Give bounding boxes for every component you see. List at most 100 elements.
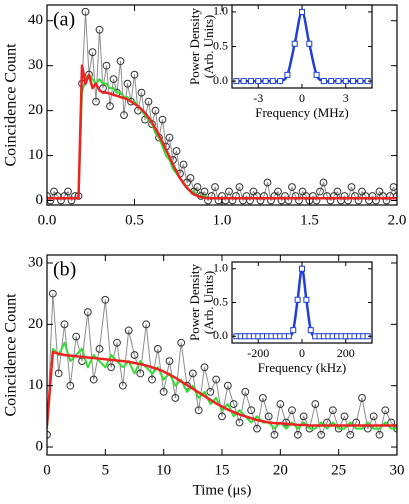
data-point bbox=[306, 40, 313, 47]
data-point bbox=[284, 71, 291, 78]
data-point bbox=[263, 178, 272, 187]
data-point bbox=[151, 106, 160, 115]
data-point bbox=[317, 430, 326, 439]
y-tick-label: 1.0 bbox=[213, 4, 228, 18]
data-point bbox=[311, 400, 320, 408]
data-point bbox=[54, 369, 63, 378]
data-point bbox=[276, 400, 285, 408]
data-point bbox=[165, 133, 174, 142]
data-point bbox=[194, 406, 203, 415]
x-tick-label: 0 bbox=[43, 462, 51, 478]
data-point bbox=[270, 430, 279, 439]
y-tick-label: 0 bbox=[36, 438, 44, 454]
data-point bbox=[188, 369, 197, 378]
y-tick-label: 20 bbox=[28, 102, 43, 118]
data-point bbox=[262, 78, 269, 85]
data-point bbox=[313, 71, 320, 78]
data-point bbox=[123, 79, 132, 88]
x-tick-label: 3 bbox=[343, 91, 349, 105]
data-point bbox=[177, 338, 186, 347]
data-point bbox=[347, 183, 356, 191]
data-point bbox=[342, 78, 349, 85]
data-point bbox=[186, 174, 195, 182]
data-point bbox=[381, 406, 390, 415]
data-point bbox=[60, 320, 69, 329]
x-tick-label: -200 bbox=[247, 346, 269, 360]
data-point bbox=[165, 357, 174, 366]
data-point bbox=[66, 381, 75, 390]
data-point bbox=[101, 295, 110, 304]
inset-background bbox=[232, 262, 372, 343]
data-point bbox=[247, 78, 254, 85]
y-tick-label: 30 bbox=[28, 57, 43, 73]
y-axis-label: Power Density bbox=[187, 264, 202, 341]
data-point bbox=[288, 406, 296, 415]
data-point bbox=[253, 424, 261, 433]
y-tick-label: 0.5 bbox=[213, 294, 228, 308]
data-point bbox=[109, 75, 118, 84]
y-axis-label: (Arb. Units) bbox=[201, 15, 216, 79]
inset-background bbox=[232, 5, 372, 88]
data-point bbox=[120, 111, 128, 120]
data-point bbox=[255, 78, 262, 85]
data-point bbox=[290, 327, 297, 334]
data-point bbox=[299, 8, 305, 15]
x-axis-label: Frequency (kHz) bbox=[258, 360, 346, 375]
data-point bbox=[171, 394, 180, 402]
y-tick-label: 0 bbox=[36, 192, 44, 208]
data-line bbox=[47, 341, 397, 430]
data-point bbox=[64, 187, 72, 196]
data-point bbox=[240, 78, 247, 85]
x-tick-label: 20 bbox=[273, 462, 288, 478]
data-point bbox=[357, 78, 364, 85]
data-point bbox=[291, 40, 298, 47]
data-point bbox=[83, 308, 92, 316]
data-point bbox=[274, 187, 282, 196]
data-point bbox=[299, 412, 308, 421]
x-tick-label: 0.5 bbox=[125, 212, 144, 228]
panel-label: (a) bbox=[53, 9, 75, 31]
data-point bbox=[258, 394, 267, 402]
data-point bbox=[95, 344, 104, 353]
panel-label: (b) bbox=[53, 259, 76, 281]
y-tick-label: 10 bbox=[28, 377, 43, 393]
data-point bbox=[350, 78, 357, 85]
plot-area bbox=[233, 8, 371, 85]
data-point bbox=[102, 61, 111, 70]
data-line bbox=[47, 350, 397, 427]
y-tick-label: 40 bbox=[28, 12, 43, 28]
data-point bbox=[346, 430, 355, 439]
data-point bbox=[144, 97, 153, 106]
y-axis-label: Coincidence Count bbox=[3, 43, 20, 167]
data-point bbox=[319, 178, 328, 187]
x-tick-label: 30 bbox=[390, 462, 405, 478]
data-point bbox=[235, 183, 244, 191]
x-tick-label: 10 bbox=[156, 462, 171, 478]
y-tick-label: 20 bbox=[28, 316, 43, 332]
y-tick-label: 0.0 bbox=[213, 73, 228, 87]
data-point bbox=[200, 363, 209, 372]
data-point bbox=[92, 97, 100, 106]
data-point bbox=[358, 394, 366, 402]
data-point bbox=[130, 70, 139, 79]
x-axis-label: Frequency (MHz) bbox=[255, 105, 349, 120]
data-point bbox=[212, 375, 221, 384]
data-point bbox=[81, 7, 90, 16]
data-point bbox=[393, 192, 397, 200]
x-tick-label: 15 bbox=[215, 462, 230, 478]
data-point bbox=[299, 265, 305, 272]
data-point bbox=[118, 381, 127, 390]
data-point bbox=[47, 430, 51, 439]
data-point bbox=[142, 320, 151, 329]
data-point bbox=[124, 326, 133, 335]
y-tick-label: 10 bbox=[28, 147, 43, 163]
data-point bbox=[241, 387, 250, 396]
data-point bbox=[47, 192, 51, 200]
data-point bbox=[320, 78, 327, 85]
data-point bbox=[277, 78, 284, 85]
data-point bbox=[172, 147, 181, 155]
data-point bbox=[130, 351, 139, 359]
data-point bbox=[303, 296, 310, 303]
data-point bbox=[179, 160, 188, 169]
